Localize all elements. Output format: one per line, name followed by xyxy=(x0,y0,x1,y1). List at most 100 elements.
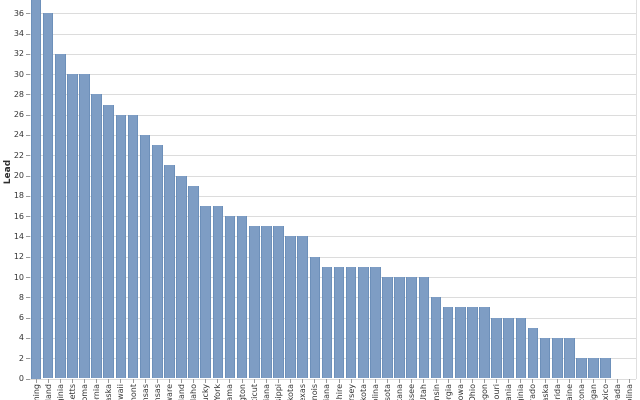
x-axis-tick xyxy=(265,379,267,383)
x-tick-label: Rhode Island xyxy=(177,384,186,400)
x-tick-label: New Jersey xyxy=(347,384,356,400)
x-axis-tick xyxy=(59,379,61,383)
x-tick-label: North Dakota xyxy=(359,384,368,400)
x-tick-label: Mississippi xyxy=(274,384,283,400)
bar xyxy=(42,13,54,379)
y-axis-tick xyxy=(26,74,30,76)
x-axis-tick xyxy=(302,379,304,383)
bar xyxy=(491,317,502,379)
y-tick-label: 2 xyxy=(18,353,24,363)
x-axis-tick xyxy=(338,379,340,383)
y-axis-tick xyxy=(26,195,30,197)
x-tick-label: Maine xyxy=(564,384,574,400)
x-tick-label: South Carolina xyxy=(371,384,380,400)
y-axis-tick xyxy=(26,317,30,319)
bar xyxy=(79,74,90,379)
x-axis-tick xyxy=(556,379,558,383)
x-tick-label: Delaware xyxy=(165,384,174,400)
x-tick-label: Colorado xyxy=(528,384,537,400)
bar xyxy=(285,236,296,379)
bar xyxy=(406,277,418,379)
x-tick-label: North Carolina xyxy=(625,384,634,400)
y-tick-label: 20 xyxy=(13,171,24,181)
y-axis-tick xyxy=(26,13,30,15)
x-axis-tick xyxy=(84,379,86,383)
x-axis-tick xyxy=(193,379,195,383)
bar xyxy=(539,337,551,379)
x-tick-label: Ohio xyxy=(467,384,477,400)
x-axis-tick xyxy=(617,379,619,383)
y-axis-tick xyxy=(26,114,30,116)
y-tick-label: 4 xyxy=(18,333,24,343)
x-tick-label: New Mexico xyxy=(601,384,610,400)
bar xyxy=(394,277,405,379)
bar xyxy=(30,0,42,379)
gridline xyxy=(30,13,636,15)
x-axis-tick xyxy=(108,379,110,383)
gridline xyxy=(30,256,636,258)
x-tick-label: Florida xyxy=(552,384,562,400)
x-axis-tick xyxy=(47,379,49,383)
x-tick-label: Alaska xyxy=(540,384,550,400)
y-tick-label: 0 xyxy=(18,374,24,383)
bar xyxy=(370,266,381,379)
gridline xyxy=(30,236,636,238)
bar xyxy=(297,236,308,379)
bar xyxy=(236,216,248,379)
bar xyxy=(345,266,357,379)
bar xyxy=(103,104,115,379)
x-tick-label: Kansas xyxy=(140,384,150,400)
bar xyxy=(442,307,454,379)
y-tick-label: 14 xyxy=(13,231,24,241)
bar xyxy=(115,114,127,379)
x-tick-label: Tennessee xyxy=(407,384,416,400)
bar xyxy=(127,114,139,379)
y-tick-label: 36 xyxy=(13,8,24,18)
y-axis-tick xyxy=(26,297,30,299)
y-tick-label: 34 xyxy=(13,29,24,38)
bar xyxy=(91,94,102,379)
x-tick-label: Nebraska xyxy=(104,384,113,400)
gridline xyxy=(30,94,636,96)
gridline xyxy=(30,175,636,177)
y-axis-tick xyxy=(26,134,30,136)
x-axis-tick xyxy=(544,379,546,383)
bar xyxy=(224,216,236,379)
x-axis-tick xyxy=(120,379,122,383)
bar xyxy=(212,206,224,379)
y-axis-tick xyxy=(26,277,30,279)
x-axis-tick xyxy=(605,379,607,383)
x-axis-tick xyxy=(459,379,461,383)
y-tick-label: 18 xyxy=(13,191,24,201)
x-tick-label: Massachusetts xyxy=(68,384,77,400)
y-axis-tick xyxy=(26,155,30,157)
gridline xyxy=(30,114,636,116)
y-axis-tick xyxy=(26,256,30,258)
x-axis-tick xyxy=(532,379,534,383)
x-axis-tick xyxy=(277,379,279,383)
x-axis-tick xyxy=(593,379,595,383)
gridline xyxy=(30,216,636,218)
y-axis-tick xyxy=(26,378,30,380)
y-tick-label: 28 xyxy=(13,89,24,99)
x-tick-label: Pennsylvania xyxy=(504,384,513,400)
x-axis-tick xyxy=(156,379,158,383)
bar xyxy=(321,266,333,379)
x-axis-tick xyxy=(435,379,437,383)
x-tick-label: New York xyxy=(213,384,222,400)
x-tick-label: Arkansas xyxy=(153,384,162,400)
x-axis-tick xyxy=(484,379,485,383)
bar xyxy=(515,317,527,379)
x-tick-label: Louisiana xyxy=(262,384,271,400)
x-axis-tick xyxy=(326,379,328,383)
bar xyxy=(418,277,430,379)
x-tick-label: Vermont xyxy=(129,384,138,400)
gridline xyxy=(30,378,636,380)
bar xyxy=(551,337,563,379)
y-tick-label: 16 xyxy=(13,211,24,221)
gridline xyxy=(30,74,636,76)
y-axis-tick xyxy=(26,216,30,218)
y-tick-label: 12 xyxy=(13,252,24,262)
bar xyxy=(273,226,284,379)
